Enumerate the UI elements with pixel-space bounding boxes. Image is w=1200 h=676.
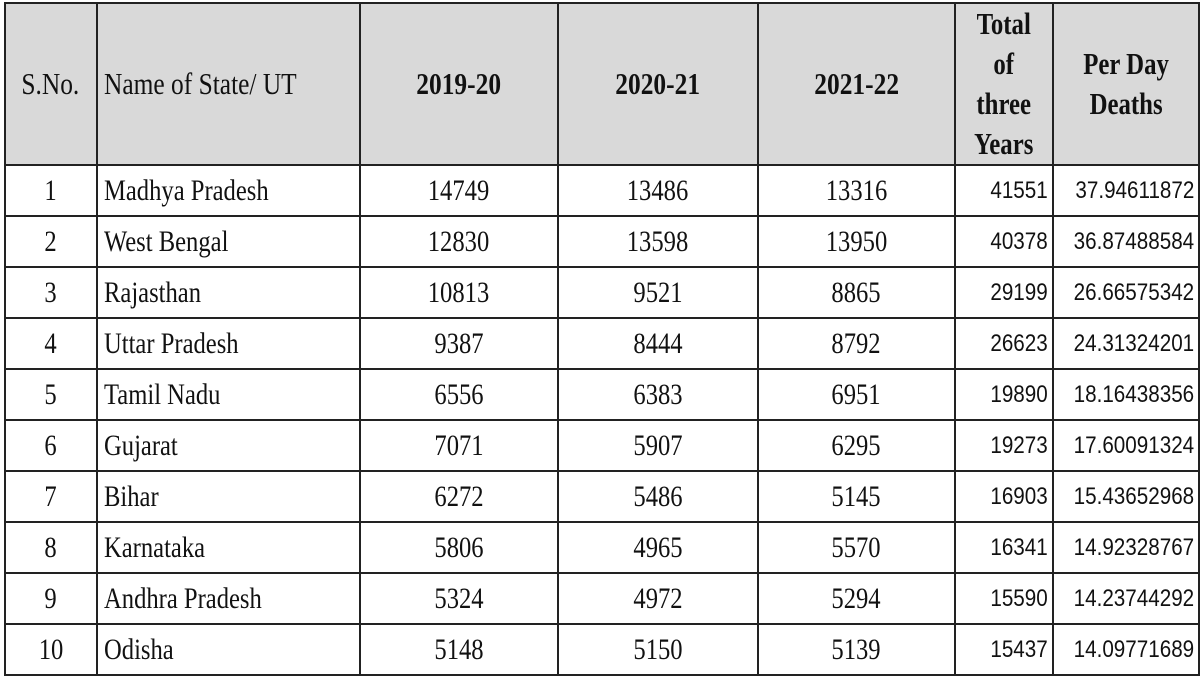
table-row: 7 Bihar 6272 5486 5145 16903 15.43652968	[4, 470, 1200, 523]
table-row: 9 Andhra Pradesh 5324 4972 5294 15590 14.23744…	[4, 572, 1200, 625]
cell-total: 19890	[954, 368, 1054, 421]
cell-per-day: 14.09771689	[1051, 623, 1200, 676]
header-state-name: Name of State/ UT	[95, 2, 362, 166]
cell-2019-20: 5806	[359, 521, 559, 574]
cell-total: 40378	[954, 215, 1054, 268]
state-deaths-table: S.No. Name of State/ UT 2019-20 2020-21 …	[4, 2, 1200, 676]
cell-2021-22: 5570	[756, 521, 957, 574]
cell-per-day: 14.92328767	[1051, 521, 1200, 574]
cell-2021-22: 13316	[756, 164, 957, 217]
cell-sno: 10	[4, 623, 98, 676]
cell-total: 41551	[954, 164, 1054, 217]
cell-total: 15437	[954, 623, 1054, 676]
cell-per-day: 18.16438356	[1051, 368, 1200, 421]
cell-sno: 7	[4, 470, 98, 523]
header-row: S.No. Name of State/ UT 2019-20 2020-21 …	[4, 2, 1200, 166]
cell-2019-20: 14749	[359, 164, 559, 217]
table-row: 4 Uttar Pradesh 9387 8444 8792 26623 24.313242…	[4, 317, 1200, 370]
cell-per-day: 26.66575342	[1051, 266, 1200, 319]
cell-2021-22: 5139	[756, 623, 957, 676]
header-2021-22: 2021-22	[756, 2, 957, 166]
cell-per-day: 36.87488584	[1051, 215, 1200, 268]
cell-state-name: Tamil Nadu	[95, 368, 362, 421]
cell-2020-21: 6383	[556, 368, 759, 421]
cell-2019-20: 12830	[359, 215, 559, 268]
cell-state-name: Madhya Pradesh	[95, 164, 362, 217]
table-row: 3 Rajasthan 10813 9521 8865 29199 26.66575342	[4, 266, 1200, 319]
cell-sno: 4	[4, 317, 98, 370]
cell-state-name: Rajasthan	[95, 266, 362, 319]
cell-2019-20: 6556	[359, 368, 559, 421]
cell-2020-21: 13486	[556, 164, 759, 217]
cell-total: 26623	[954, 317, 1054, 370]
cell-2021-22: 6295	[756, 419, 957, 472]
cell-total: 19273	[954, 419, 1054, 472]
cell-state-name: Andhra Pradesh	[95, 572, 362, 625]
header-2020-21: 2020-21	[556, 2, 759, 166]
cell-2021-22: 5145	[756, 470, 957, 523]
cell-per-day: 15.43652968	[1051, 470, 1200, 523]
cell-2020-21: 9521	[556, 266, 759, 319]
cell-2019-20: 9387	[359, 317, 559, 370]
cell-sno: 3	[4, 266, 98, 319]
cell-2019-20: 5324	[359, 572, 559, 625]
table-row: 10 Odisha 5148 5150 5139 15437 14.09771689	[4, 623, 1200, 676]
cell-2019-20: 10813	[359, 266, 559, 319]
cell-2020-21: 5486	[556, 470, 759, 523]
cell-2021-22: 5294	[756, 572, 957, 625]
cell-2019-20: 5148	[359, 623, 559, 676]
cell-per-day: 24.31324201	[1051, 317, 1200, 370]
cell-2020-21: 8444	[556, 317, 759, 370]
cell-state-name: Bihar	[95, 470, 362, 523]
cell-state-name: Karnataka	[95, 521, 362, 574]
cell-sno: 9	[4, 572, 98, 625]
cell-2020-21: 13598	[556, 215, 759, 268]
table-row: 5 Tamil Nadu 6556 6383 6951 19890 18.16438356	[4, 368, 1200, 421]
cell-per-day: 17.60091324	[1051, 419, 1200, 472]
cell-2021-22: 8865	[756, 266, 957, 319]
cell-sno: 8	[4, 521, 98, 574]
header-2019-20: 2019-20	[359, 2, 559, 166]
cell-2020-21: 5150	[556, 623, 759, 676]
cell-2019-20: 6272	[359, 470, 559, 523]
cell-state-name: West Bengal	[95, 215, 362, 268]
table-row: 2 West Bengal 12830 13598 13950 40378 36.87488…	[4, 215, 1200, 268]
cell-total: 29199	[954, 266, 1054, 319]
cell-sno: 5	[4, 368, 98, 421]
cell-total: 15590	[954, 572, 1054, 625]
cell-2021-22: 6951	[756, 368, 957, 421]
header-per-day-deaths: Per Day Deaths	[1051, 2, 1200, 166]
cell-2021-22: 8792	[756, 317, 957, 370]
table-row: 6 Gujarat 7071 5907 6295 19273 17.60091324	[4, 419, 1200, 472]
cell-total: 16341	[954, 521, 1054, 574]
cell-sno: 6	[4, 419, 98, 472]
cell-sno: 1	[4, 164, 98, 217]
cell-2021-22: 13950	[756, 215, 957, 268]
table-row: 8 Karnataka 5806 4965 5570 16341 14.92328767	[4, 521, 1200, 574]
cell-2020-21: 5907	[556, 419, 759, 472]
header-total-three-years: Total of three Years	[954, 2, 1054, 166]
cell-state-name: Uttar Pradesh	[95, 317, 362, 370]
cell-per-day: 37.94611872	[1051, 164, 1200, 217]
cell-per-day: 14.23744292	[1051, 572, 1200, 625]
cell-sno: 2	[4, 215, 98, 268]
cell-state-name: Odisha	[95, 623, 362, 676]
cell-2020-21: 4972	[556, 572, 759, 625]
cell-total: 16903	[954, 470, 1054, 523]
cell-2020-21: 4965	[556, 521, 759, 574]
header-sno: S.No.	[4, 2, 98, 166]
table-row: 1 Madhya Pradesh 14749 13486 13316 41551 37.94…	[4, 164, 1200, 217]
cell-state-name: Gujarat	[95, 419, 362, 472]
cell-2019-20: 7071	[359, 419, 559, 472]
